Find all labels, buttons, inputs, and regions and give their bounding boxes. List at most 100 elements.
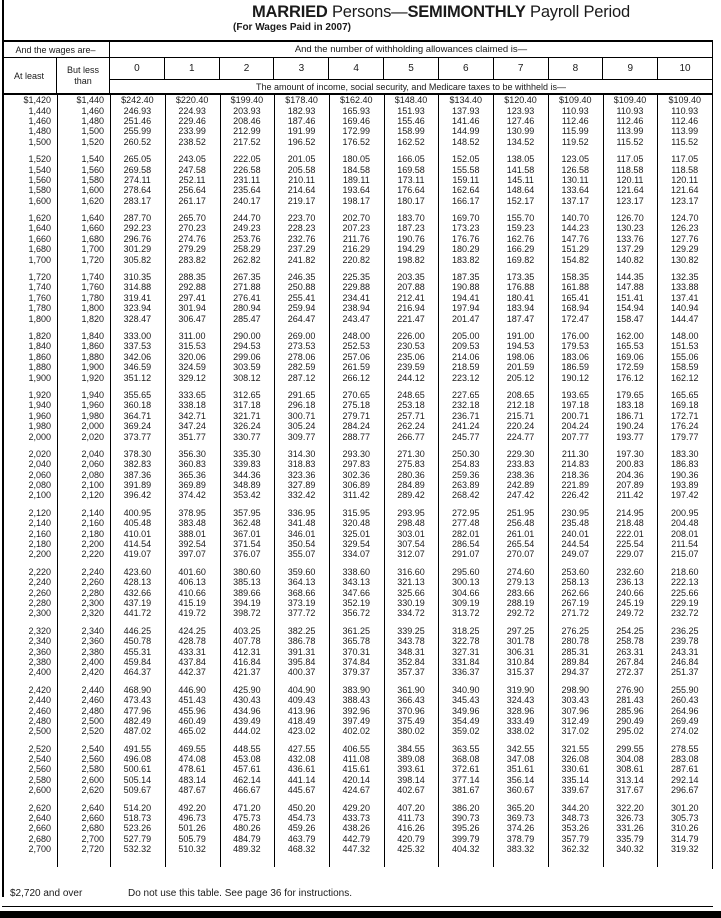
withholding-amount-cell: 339.25 xyxy=(397,625,425,636)
withholding-amount-cell: 123.05 xyxy=(561,154,589,165)
withholding-amount-cell: 166.29 xyxy=(506,244,535,255)
withholding-amount-cell: 255.90 xyxy=(670,684,699,695)
wage-but-less-than-cell: 1,920 xyxy=(81,372,104,383)
withholding-amount-cell: 180.29 xyxy=(452,244,480,255)
withholding-amount-cell: 468.32 xyxy=(287,844,316,855)
withholding-amount-cell: $109.40 xyxy=(668,95,701,106)
withholding-amount-cell: 368.08 xyxy=(452,754,480,765)
withholding-amount-cell: 387.36 xyxy=(123,469,152,480)
withholding-amount-cell: $120.40 xyxy=(504,95,537,106)
withholding-amount-cell: 205.58 xyxy=(287,164,316,175)
withholding-amount-cell: 337.53 xyxy=(123,341,152,352)
withholding-amount-cell: 325.01 xyxy=(342,528,371,539)
withholding-amount-cell: 334.07 xyxy=(342,549,371,560)
withholding-amount-cell: 319.32 xyxy=(670,844,699,855)
withholding-amount-cell: 155.58 xyxy=(452,164,480,175)
withholding-amount-cell: 310.84 xyxy=(506,656,535,667)
wage-at-least-cell: 2,240 xyxy=(28,577,51,588)
allowance-col-header: 6 xyxy=(439,58,494,79)
table-row: 1,840 1,860 337.53 315.53 294.53 273.53 252.53… xyxy=(2,341,712,351)
withholding-amount-cell: 249.23 xyxy=(233,223,261,234)
withholding-amount-cell: 272.37 xyxy=(616,667,644,678)
withholding-amount-cell: 257.71 xyxy=(397,410,425,421)
withholding-amount-cell: 168.94 xyxy=(561,303,589,314)
withholding-amount-cell: 275.18 xyxy=(342,400,371,411)
withholding-amount-cell: 306.31 xyxy=(506,646,535,657)
withholding-amount-cell: 226.42 xyxy=(561,490,589,501)
withholding-amount-cell: 238.94 xyxy=(342,303,371,314)
wage-but-less-than-cell: 2,500 xyxy=(81,715,104,726)
withholding-amount-cell: 137.41 xyxy=(670,292,699,303)
withholding-amount-cell: 162.64 xyxy=(452,185,480,196)
withholding-amount-cell: 296.67 xyxy=(670,785,699,796)
withholding-amount-cell: 378.79 xyxy=(506,833,535,844)
withholding-amount-cell: 305.73 xyxy=(670,813,699,824)
amount-withheld-header: The amount of income, social security, a… xyxy=(256,81,566,92)
withholding-amount-cell: 169.46 xyxy=(342,115,371,126)
withholding-amount-cell: 151.29 xyxy=(561,244,589,255)
withholding-amount-cell: 336.95 xyxy=(287,507,316,518)
withholding-amount-cell: 331.84 xyxy=(452,656,480,667)
withholding-amount-cell: 294.53 xyxy=(233,341,261,352)
withholding-amount-cell: 279.13 xyxy=(506,577,535,588)
wage-at-least-cell: 2,640 xyxy=(28,813,51,824)
withholding-amount-cell: 303.59 xyxy=(233,362,261,373)
wage-but-less-than-cell: 2,600 xyxy=(81,774,104,785)
wage-but-less-than-cell: 2,300 xyxy=(81,597,104,608)
withholding-amount-cell: 413.96 xyxy=(287,705,316,716)
withholding-amount-cell: 162.76 xyxy=(506,233,535,244)
wage-but-less-than-cell: 2,660 xyxy=(81,813,104,824)
withholding-amount-cell: 302.36 xyxy=(342,469,371,480)
withholding-amount-cell: 285.47 xyxy=(233,313,261,324)
withholding-amount-cell: 265.70 xyxy=(178,213,206,224)
withholding-amount-cell: 297.41 xyxy=(178,292,206,303)
withholding-amount-cell: 162.00 xyxy=(616,331,644,341)
withholding-amount-cell: 229.30 xyxy=(506,448,535,459)
withholding-amount-cell: 250.30 xyxy=(452,448,480,459)
withholding-amount-cell: 514.20 xyxy=(123,802,152,813)
table-row: 2,660 2,680 523.26 501.26 480.26 459.26 438.26… xyxy=(2,823,712,833)
withholding-amount-cell: 229.46 xyxy=(178,115,206,126)
withholding-amount-cell: 314.88 xyxy=(123,282,152,293)
withholding-amount-cell: 249.72 xyxy=(616,608,644,619)
withholding-amount-cell: 236.71 xyxy=(452,410,480,421)
withholding-amount-cell: 221.47 xyxy=(397,313,425,324)
wage-at-least-cell: 2,600 xyxy=(28,785,51,796)
withholding-amount-cell: 392.96 xyxy=(342,705,371,716)
withholding-amount-cell: 382.83 xyxy=(123,459,152,470)
withholding-amount-cell: 328.47 xyxy=(123,313,152,324)
wage-but-less-than-cell: 2,260 xyxy=(81,577,104,588)
wage-at-least-cell: 2,380 xyxy=(28,656,51,667)
table-row: 2,580 2,600 505.14 483.14 462.14 441.14 420.14… xyxy=(2,775,712,785)
withholding-amount-cell: 338.18 xyxy=(178,400,206,411)
withholding-amount-cell: 183.94 xyxy=(506,303,535,314)
wage-at-least-cell: 2,400 xyxy=(28,667,51,678)
withholding-amount-cell: 222.13 xyxy=(670,577,699,588)
title-semimonthly: SEMIMONTHLY xyxy=(407,3,526,21)
withholding-amount-cell: 138.05 xyxy=(506,154,535,165)
withholding-amount-cell: 212.18 xyxy=(506,400,535,411)
withholding-amount-cell: 342.55 xyxy=(506,743,535,754)
column-rule xyxy=(219,95,221,867)
withholding-amount-cell: 204.48 xyxy=(670,518,699,529)
withholding-amount-cell: 159.11 xyxy=(452,174,480,185)
withholding-amount-cell: 427.55 xyxy=(287,743,316,754)
wage-at-least-cell: 1,660 xyxy=(28,233,51,244)
withholding-amount-cell: 200.71 xyxy=(561,410,589,421)
withholding-amount-cell: 334.72 xyxy=(397,608,425,619)
withholding-amount-cell: 158.35 xyxy=(561,272,589,283)
withholding-amount-cell: 148.00 xyxy=(670,331,699,341)
withholding-amount-cell: 360.18 xyxy=(123,400,152,411)
withholding-amount-cell: 130.99 xyxy=(506,126,535,137)
withholding-amount-cell: 390.73 xyxy=(452,813,480,824)
table-row: 1,780 1,800 323.94 301.94 280.94 259.94 238.94… xyxy=(2,303,712,313)
withholding-amount-cell: 201.59 xyxy=(506,362,535,373)
withholding-amount-cell: 348.89 xyxy=(233,480,261,491)
withholding-amount-cell: 272.95 xyxy=(452,507,480,518)
withholding-amount-cell: 377.14 xyxy=(452,774,480,785)
withholding-amount-cell: 378.95 xyxy=(178,507,206,518)
withholding-amount-cell: 158.47 xyxy=(616,313,644,324)
withholding-amount-cell: 201.05 xyxy=(287,154,316,165)
table-row: 2,540 2,560 496.08 474.08 453.08 432.08 411.08… xyxy=(2,754,712,764)
withholding-amount-cell: 118.58 xyxy=(616,164,644,175)
